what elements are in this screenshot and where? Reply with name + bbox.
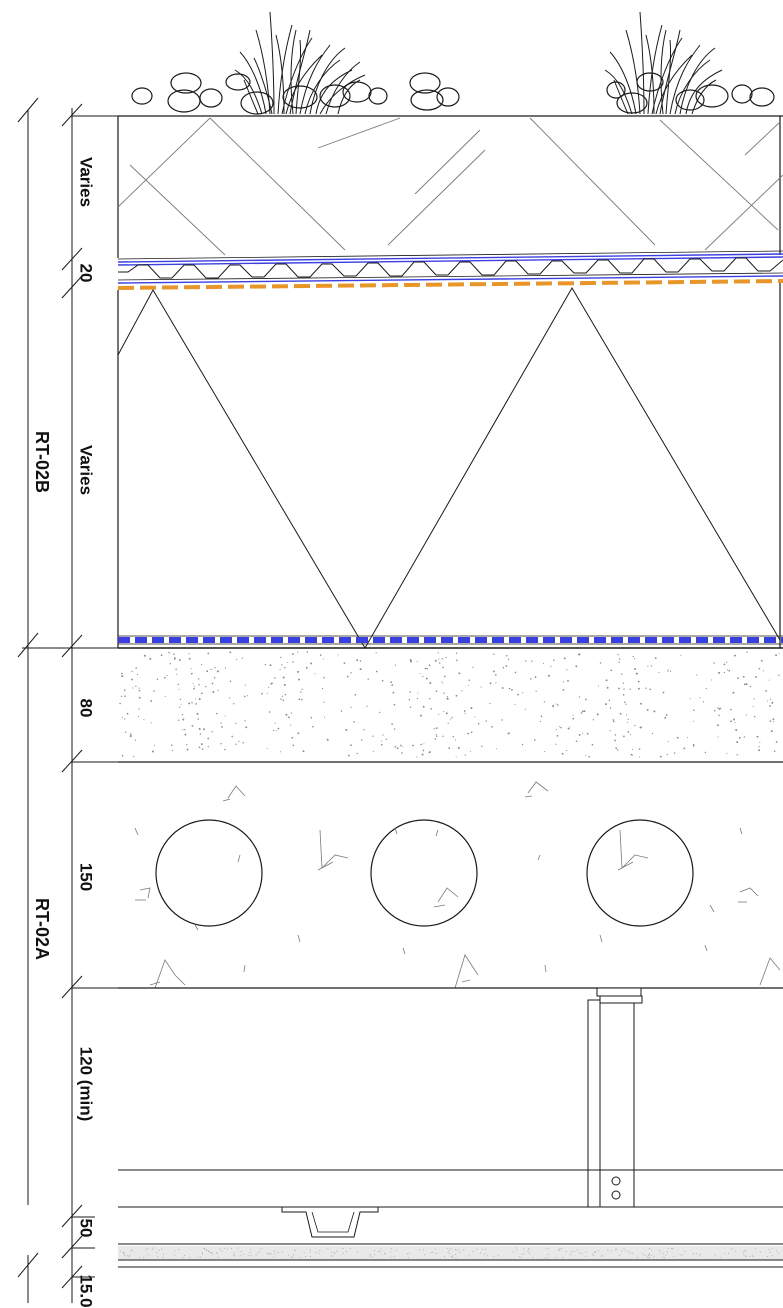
dim-ceiling-void: 120 (min) xyxy=(76,1046,96,1122)
system-label-upper: RT-02B xyxy=(32,430,52,494)
ceiling-hanger xyxy=(587,987,643,1208)
vapour-barrier xyxy=(118,635,783,649)
growing-medium-layer xyxy=(117,115,783,258)
drainage-layer xyxy=(117,250,783,290)
system-label-lower: RT-02A xyxy=(32,897,52,961)
dimension-lines xyxy=(17,97,118,1303)
dim-topping-slab: 80 xyxy=(76,698,96,718)
ceiling-layers xyxy=(118,1169,783,1268)
insulation-layer xyxy=(117,283,781,649)
hollowcore-slab-layer xyxy=(118,781,783,989)
dim-insulation: Varies xyxy=(76,444,96,496)
dim-ceiling-batten: 50 xyxy=(76,1218,96,1238)
topping-slab-layer xyxy=(118,651,783,763)
dim-drainage-layer: 20 xyxy=(76,263,96,283)
vegetation xyxy=(131,11,775,115)
dim-hollowcore-slab: 150 xyxy=(76,862,96,892)
dim-green-roof-soil: Varies xyxy=(76,156,96,208)
